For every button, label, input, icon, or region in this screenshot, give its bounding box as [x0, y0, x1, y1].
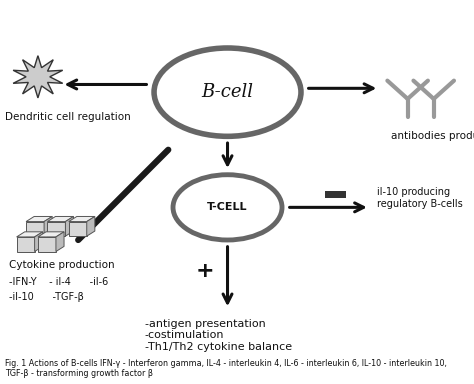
Text: Cytokine production: Cytokine production	[9, 260, 114, 270]
Polygon shape	[13, 56, 63, 98]
Text: +: +	[195, 261, 214, 281]
Polygon shape	[69, 217, 95, 222]
Polygon shape	[44, 217, 52, 236]
Text: T-CELL: T-CELL	[207, 202, 248, 212]
Text: antibodies production: antibodies production	[391, 131, 474, 141]
Polygon shape	[38, 232, 64, 237]
Text: il-10 producing
regulatory B-cells: il-10 producing regulatory B-cells	[377, 187, 463, 209]
Text: Dendritic cell regulation: Dendritic cell regulation	[5, 112, 130, 122]
Polygon shape	[87, 217, 95, 236]
Polygon shape	[38, 237, 56, 252]
Polygon shape	[69, 222, 87, 236]
Text: -IFN-Y    - il-4      -il-6: -IFN-Y - il-4 -il-6	[9, 277, 108, 287]
Text: -il-10      -TGF-β: -il-10 -TGF-β	[9, 292, 83, 302]
Text: -antigen presentation
-costimulation
-Th1/Th2 cytokine balance: -antigen presentation -costimulation -Th…	[145, 319, 292, 352]
Polygon shape	[26, 222, 44, 236]
Polygon shape	[65, 217, 73, 236]
Polygon shape	[17, 237, 35, 252]
Text: Fig. 1 Actions of B-cells IFN-γ - Interferon gamma, IL-4 - interleukin 4, IL-6 -: Fig. 1 Actions of B-cells IFN-γ - Interf…	[5, 359, 447, 379]
Bar	[325, 191, 346, 198]
Ellipse shape	[154, 48, 301, 136]
Text: B-cell: B-cell	[201, 83, 254, 101]
Polygon shape	[47, 222, 65, 236]
Ellipse shape	[173, 175, 282, 240]
Polygon shape	[56, 232, 64, 252]
Polygon shape	[17, 232, 43, 237]
Polygon shape	[35, 232, 43, 252]
Polygon shape	[26, 217, 52, 222]
Polygon shape	[47, 217, 73, 222]
